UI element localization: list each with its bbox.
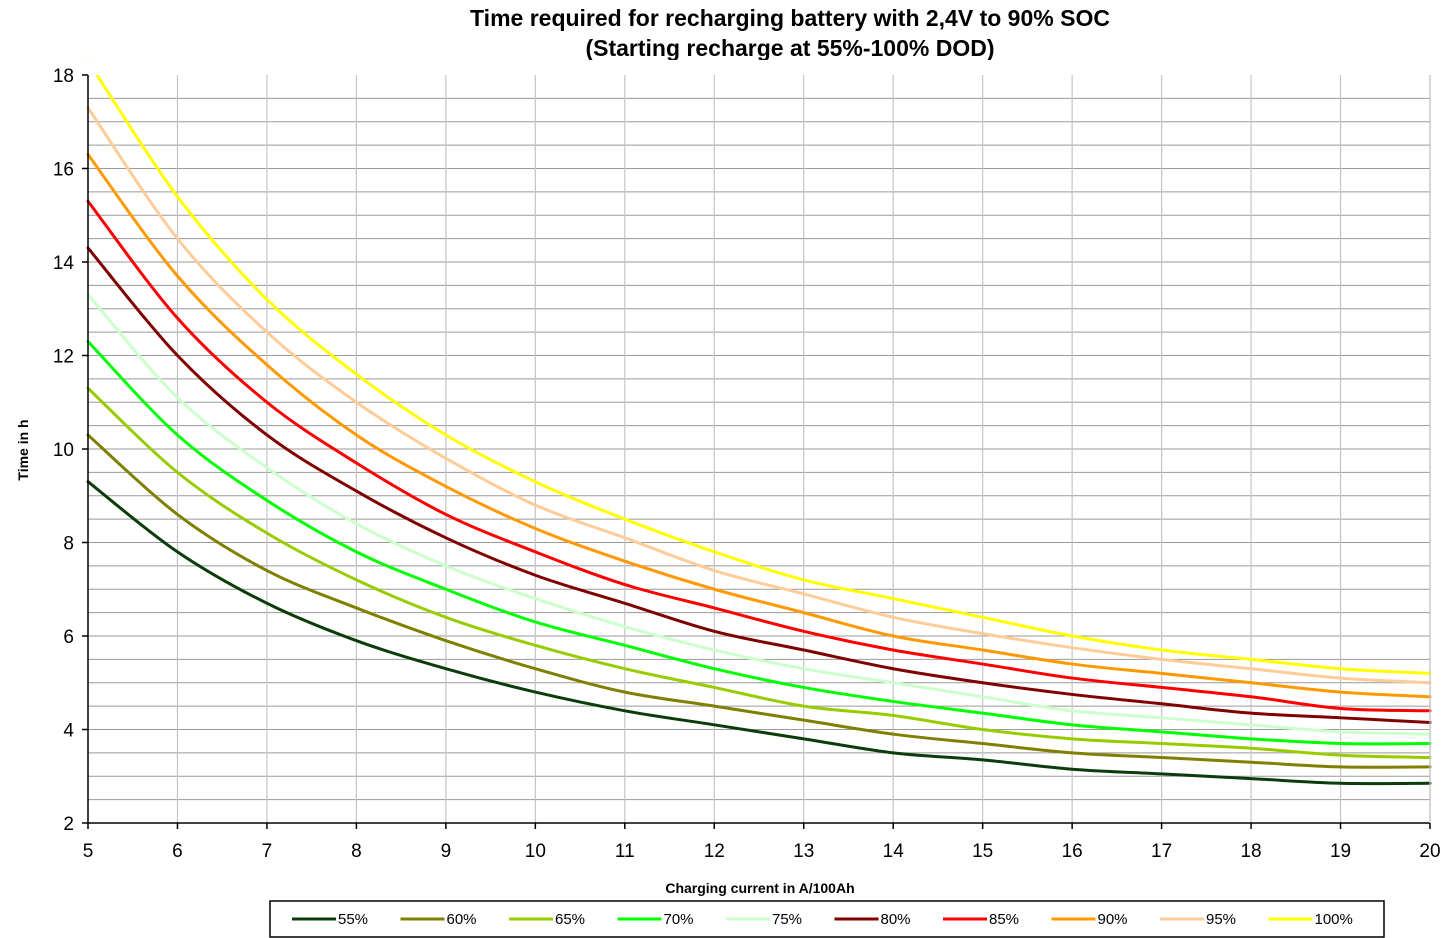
x-tick-label: 5 xyxy=(83,841,94,862)
series-line-100 xyxy=(86,59,1432,675)
x-tick-label: 7 xyxy=(262,841,273,862)
x-axis-label: Charging current in A/100Ah xyxy=(665,880,854,896)
series-line-95 xyxy=(86,106,1432,685)
x-tick-label: 20 xyxy=(1419,841,1440,862)
legend-label: 100% xyxy=(1315,911,1353,928)
x-tick-label: 13 xyxy=(793,841,814,862)
series-lines xyxy=(86,59,1432,786)
axes xyxy=(82,60,1434,829)
y-tick-label: 10 xyxy=(53,440,74,461)
y-tick-label: 14 xyxy=(53,253,75,274)
legend-label: 55% xyxy=(338,911,368,928)
x-tick-label: 16 xyxy=(1062,841,1083,862)
x-tick-label: 11 xyxy=(615,841,635,862)
chart-title: Time required for recharging battery wit… xyxy=(470,5,1110,31)
y-tick-labels: 2 4 6 8 10 12 14 16 18 xyxy=(53,66,75,835)
x-tick-labels: 5 6 7 8 9 10 11 12 13 14 15 16 17 18 19 20 xyxy=(83,841,1441,862)
series-line-55 xyxy=(86,480,1432,786)
x-tick-label: 14 xyxy=(883,841,905,862)
x-tick-label: 18 xyxy=(1240,841,1261,862)
series-line-75 xyxy=(86,293,1432,736)
x-tick-label: 12 xyxy=(704,841,725,862)
gridlines xyxy=(88,75,1431,823)
x-tick-label: 15 xyxy=(972,841,993,862)
legend-label: 90% xyxy=(1098,911,1128,928)
series-line-85 xyxy=(86,199,1432,713)
series-line-60 xyxy=(86,433,1432,769)
x-tick-label: 19 xyxy=(1330,841,1351,862)
legend-label: 65% xyxy=(555,911,585,928)
legend: 55% 60% 65% 70% 75% 80% 85% 90% 95% 100% xyxy=(269,900,1385,938)
legend-label: 85% xyxy=(989,911,1019,928)
series-line-70 xyxy=(86,339,1432,746)
x-tick-label: 6 xyxy=(172,841,183,862)
x-tick-label: 17 xyxy=(1151,841,1172,862)
y-tick-label: 6 xyxy=(63,627,74,648)
series-line-90 xyxy=(86,152,1432,699)
plot-top-mask xyxy=(86,60,1434,75)
chart-subtitle: (Starting recharge at 55%-100% DOD) xyxy=(585,35,994,61)
series-line-80 xyxy=(86,246,1432,724)
y-tick-label: 12 xyxy=(53,347,74,368)
y-tick-label: 2 xyxy=(63,814,74,835)
y-tick-label: 8 xyxy=(63,534,74,555)
series-line-65 xyxy=(86,386,1432,760)
x-tick-label: 9 xyxy=(441,841,452,862)
x-tick-label: 10 xyxy=(525,841,546,862)
legend-label: 80% xyxy=(881,911,911,928)
y-tick-label: 18 xyxy=(53,66,74,87)
legend-label: 95% xyxy=(1206,911,1236,928)
legend-label: 70% xyxy=(664,911,694,928)
y-axis-label: Time in h xyxy=(15,419,31,480)
legend-label: 75% xyxy=(772,911,802,928)
y-tick-label: 16 xyxy=(53,160,74,181)
x-tick-label: 8 xyxy=(351,841,362,862)
legend-label: 60% xyxy=(447,911,477,928)
y-tick-label: 4 xyxy=(63,721,74,742)
